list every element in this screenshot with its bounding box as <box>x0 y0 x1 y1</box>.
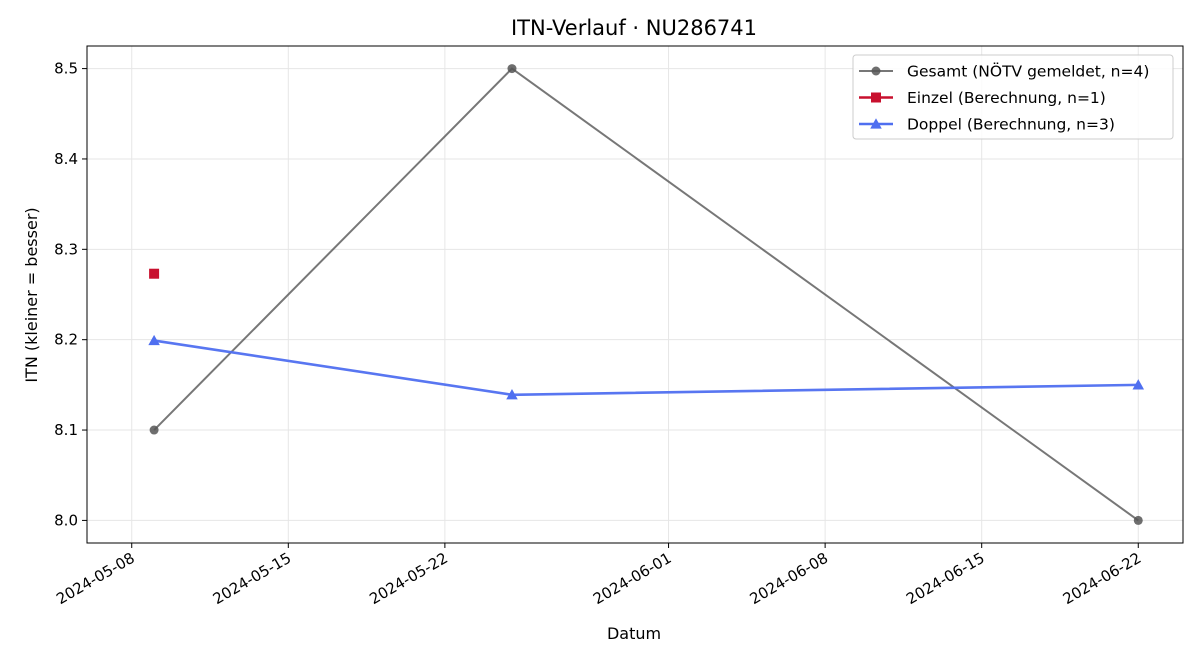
plot-frame <box>86 45 1184 544</box>
data-point-circle <box>149 425 159 435</box>
legend-marker-circle <box>871 66 881 76</box>
legend-item: Einzel (Berechnung, n=1) <box>859 89 1106 107</box>
legend: Gesamt (NÖTV gemeldet, n=4) Einzel (Berec… <box>852 54 1174 140</box>
x-tick-label: 2024-06-22 <box>1060 549 1145 608</box>
legend-item: Gesamt (NÖTV gemeldet, n=4) <box>859 62 1149 81</box>
legend-box <box>852 54 1174 140</box>
series-gesamt <box>149 64 1143 525</box>
series-einzel <box>149 268 160 279</box>
x-tick-label: 2024-06-15 <box>903 549 988 608</box>
chart-title: ITN-Verlauf · NU286741 <box>511 16 757 40</box>
y-axis-title: ITN (kleiner = besser) <box>22 207 41 382</box>
data-point-triangle <box>148 334 160 346</box>
legend-item: Doppel (Berechnung, n=3) <box>859 116 1115 134</box>
y-tick-label: 8.1 <box>54 421 78 439</box>
data-point-circle <box>507 64 517 74</box>
data-point-circle <box>1133 515 1143 525</box>
legend-marker-square <box>871 92 881 103</box>
x-tick-label: 2024-05-08 <box>53 549 138 608</box>
legend-label: Doppel (Berechnung, n=3) <box>907 116 1115 134</box>
y-tick-label: 8.4 <box>54 150 78 168</box>
legend-label: Gesamt (NÖTV gemeldet, n=4) <box>907 62 1149 81</box>
legend-label: Einzel (Berechnung, n=1) <box>907 89 1106 107</box>
y-tick-label: 8.2 <box>54 331 78 349</box>
data-point-square <box>149 268 160 279</box>
x-tick-label: 2024-05-22 <box>366 549 451 608</box>
legend-marker-triangle <box>870 118 882 129</box>
y-tick-label: 8.0 <box>54 511 78 529</box>
y-tick-label: 8.3 <box>54 240 78 258</box>
y-tick-label: 8.5 <box>54 60 78 78</box>
x-tick-label: 2024-06-08 <box>747 549 832 608</box>
series-doppel <box>148 334 1145 400</box>
x-tick-label: 2024-06-01 <box>590 549 675 608</box>
data-point-triangle <box>506 389 518 400</box>
x-tick-label: 2024-05-15 <box>210 549 295 608</box>
data-point-triangle <box>1132 379 1145 390</box>
x-axis-title: Datum <box>607 624 661 643</box>
series-line <box>153 339 1139 397</box>
